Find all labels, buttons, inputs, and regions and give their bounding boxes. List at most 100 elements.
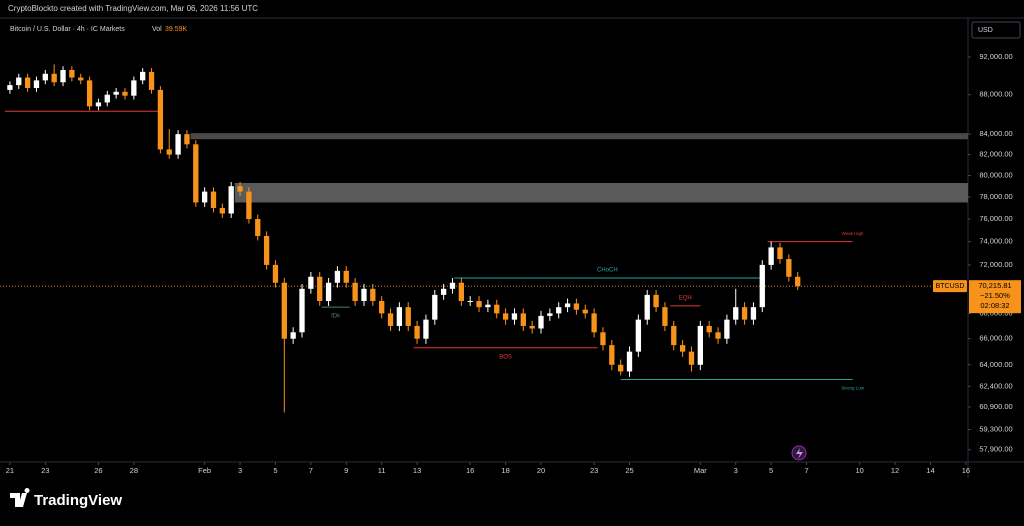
- candle-body: [184, 134, 190, 145]
- candle-body: [246, 191, 252, 220]
- candle-body: [228, 186, 234, 214]
- candle-body: [201, 191, 208, 203]
- x-tick-label: 26: [94, 466, 102, 475]
- candle-body: [573, 303, 580, 310]
- candle-body: [387, 313, 394, 326]
- candle-body: [697, 325, 703, 365]
- candle-body: [786, 259, 792, 277]
- x-tick-label: 25: [625, 466, 633, 475]
- candle-body: [343, 270, 349, 283]
- candle-body: [591, 313, 597, 333]
- y-tick-label: 84,000.00: [979, 129, 1012, 138]
- plot-area: CHoCH BOS IDk EQH Weak High Strong Low: [0, 64, 968, 413]
- candle-body: [511, 313, 518, 320]
- y-tick-label: 64,000.00: [979, 360, 1012, 369]
- x-tick-label: 7: [804, 466, 808, 475]
- y-tick-label: 72,000.00: [979, 260, 1012, 269]
- candle-body: [95, 102, 102, 107]
- y-tick-label: 60,900.00: [979, 402, 1012, 411]
- candle-body: [193, 144, 199, 203]
- candle-body: [255, 219, 261, 236]
- level-label: IDk: [331, 314, 341, 320]
- x-tick-label: 13: [413, 466, 421, 475]
- candle-body: [148, 71, 155, 90]
- x-tick-label: 16: [466, 466, 474, 475]
- y-tick-label: 92,000.00: [979, 52, 1012, 61]
- symbol: Bitcoin / U.S. Dollar · 4h · IC Markets: [10, 26, 125, 33]
- x-tick-label: 10: [855, 466, 863, 475]
- y-tick-label: 74,000.00: [979, 237, 1012, 246]
- candle-body: [582, 309, 588, 314]
- footer: [0, 478, 1024, 521]
- candle-body: [405, 307, 411, 326]
- candle-body: [237, 186, 243, 192]
- candle-body: [520, 313, 526, 326]
- price-tag-countdown: 02:08:32: [980, 301, 1009, 310]
- x-tick-label: 16: [962, 466, 970, 475]
- candle-body: [733, 307, 739, 320]
- candle-body: [166, 149, 172, 155]
- candle-body: [272, 264, 279, 283]
- candle-body: [104, 94, 110, 103]
- candle-body: [157, 89, 164, 150]
- candle-body: [502, 313, 509, 320]
- x-tick-label: 7: [309, 466, 313, 475]
- x-tick-label: 20: [537, 466, 545, 475]
- y-tick-label: 78,000.00: [979, 192, 1012, 201]
- candle-body: [281, 282, 287, 339]
- y-tick-label: 82,000.00: [979, 150, 1012, 159]
- candle-body: [467, 301, 473, 303]
- candle-body: [24, 77, 31, 88]
- candle-body: [768, 247, 774, 265]
- candle-body: [370, 288, 376, 302]
- x-tick-label: 3: [734, 466, 738, 475]
- currency-button[interactable]: [971, 21, 1021, 39]
- candle-body: [547, 313, 553, 316]
- candle-body: [86, 80, 93, 107]
- candle-body: [361, 288, 367, 302]
- candle-body: [414, 325, 420, 339]
- candle-body: [688, 351, 695, 365]
- candle-body: [635, 319, 642, 352]
- candle-body: [618, 364, 624, 372]
- candle-body: [564, 303, 571, 308]
- currency[interactable]: USD: [978, 27, 993, 34]
- candle-body: [379, 301, 385, 314]
- y-tick-label: 88,000.00: [979, 90, 1012, 99]
- candle-body: [644, 294, 650, 320]
- candle-body: [78, 77, 84, 81]
- price-tag-change: −21.50%: [980, 291, 1010, 300]
- price-tag: [969, 280, 1021, 314]
- candle-body: [440, 288, 447, 295]
- candle-body: [352, 282, 358, 302]
- x-tick-label: 5: [273, 466, 277, 475]
- candle-body: [706, 325, 712, 333]
- candle-body: [626, 351, 633, 372]
- x-tick-label: 23: [41, 466, 49, 475]
- y-tick-label: 80,000.00: [979, 171, 1012, 180]
- candle-body: [396, 307, 403, 326]
- candle-body: [777, 247, 783, 260]
- y-tick-label: 62,400.00: [979, 381, 1012, 390]
- candle-body: [175, 134, 181, 155]
- candle-body: [600, 332, 606, 346]
- candle-body: [290, 332, 296, 339]
- candle-body: [7, 85, 13, 90]
- candle-body: [16, 77, 22, 86]
- candle-body: [715, 332, 721, 339]
- x-tick-label: 21: [6, 466, 14, 475]
- y-tick-label: 76,000.00: [979, 214, 1012, 223]
- candle-body: [113, 91, 119, 95]
- candle-body: [299, 288, 305, 333]
- candle-body: [42, 73, 48, 81]
- candle-body: [219, 207, 226, 214]
- x-tick-label: 9: [344, 466, 348, 475]
- x-tick-label: 5: [769, 466, 773, 475]
- candle-body: [609, 345, 615, 365]
- candle-body: [325, 282, 332, 302]
- candle-body: [494, 304, 500, 314]
- level-label: Strong Low: [841, 386, 865, 391]
- y-tick-label: 59,300.00: [979, 424, 1012, 433]
